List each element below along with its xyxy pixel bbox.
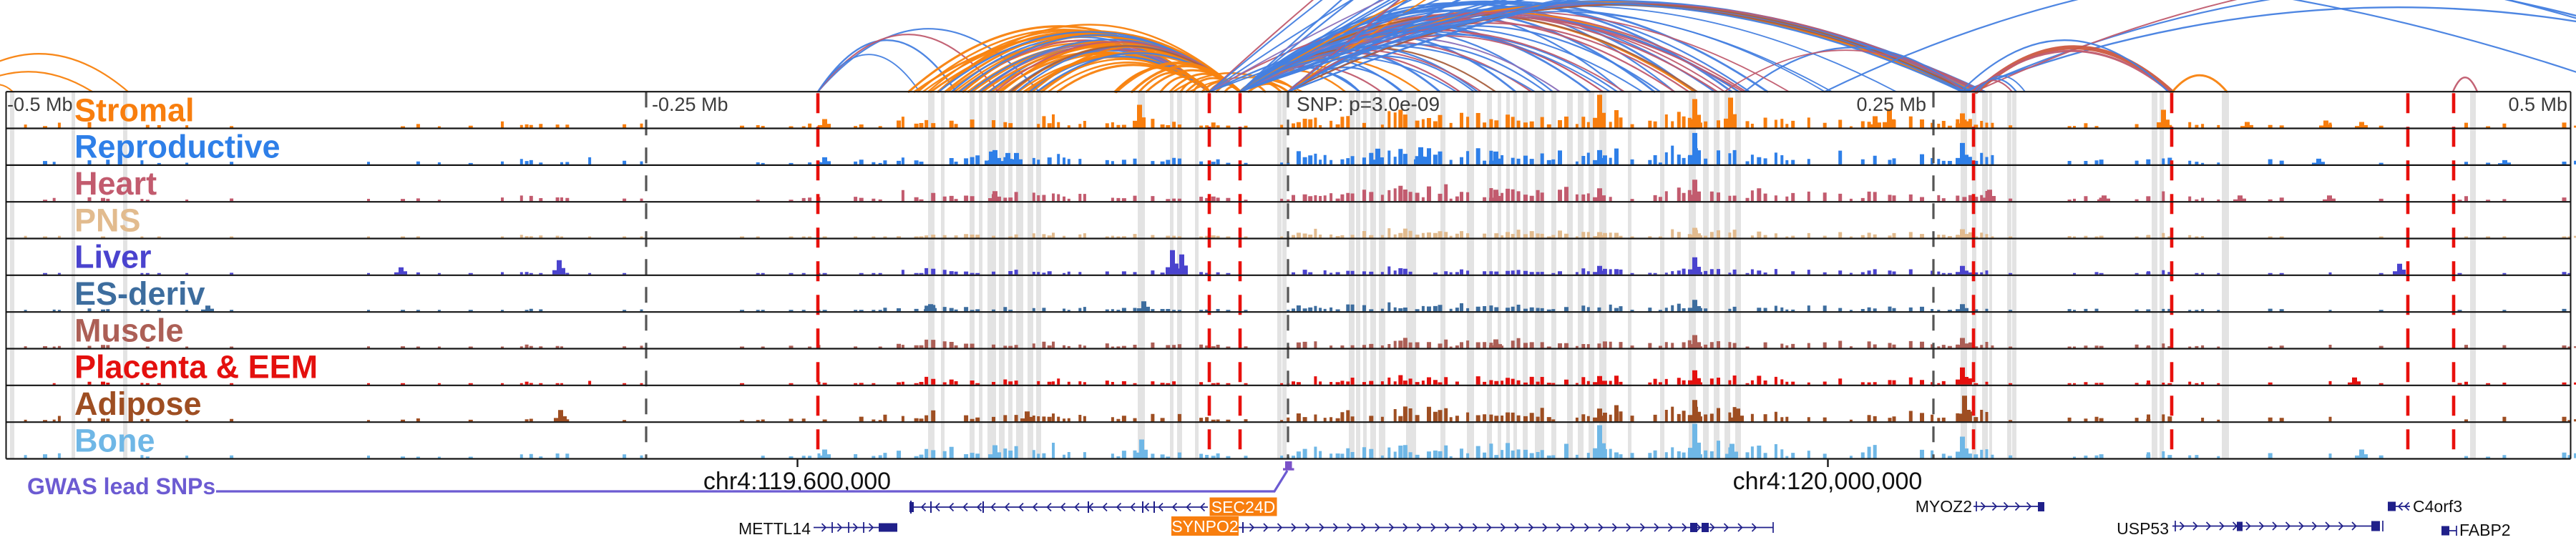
svg-text:Heart: Heart (74, 165, 157, 202)
svg-text:FABP2: FABP2 (2459, 521, 2511, 536)
svg-text:C4orf3: C4orf3 (2413, 497, 2462, 516)
svg-text:0.5 Mb: 0.5 Mb (2508, 94, 2567, 115)
svg-text:USP53: USP53 (2117, 519, 2169, 536)
svg-text:SEC24D: SEC24D (1211, 498, 1275, 516)
svg-text:0.25 Mb: 0.25 Mb (1856, 94, 1926, 115)
svg-text:PNS: PNS (74, 202, 141, 238)
svg-text:SNP: p=3.0e-09: SNP: p=3.0e-09 (1297, 93, 1440, 115)
svg-text:Placenta & EEM: Placenta & EEM (74, 349, 318, 386)
svg-text:-0.5 Mb: -0.5 Mb (7, 94, 73, 115)
svg-text:Reproductive: Reproductive (74, 129, 280, 165)
svg-text:chr4:120,000,000: chr4:120,000,000 (1733, 468, 1923, 495)
svg-text:Stromal: Stromal (74, 92, 195, 128)
svg-text:-0.25 Mb: -0.25 Mb (652, 94, 728, 115)
svg-text:Bone: Bone (74, 422, 155, 458)
svg-text:Liver: Liver (74, 239, 152, 275)
svg-text:METTL14: METTL14 (738, 519, 811, 536)
svg-text:GWAS lead SNPs: GWAS lead SNPs (27, 473, 215, 499)
svg-text:MYOZ2: MYOZ2 (1916, 497, 1972, 516)
svg-text:Muscle: Muscle (74, 312, 184, 348)
svg-text:ES-deriv: ES-deriv (74, 275, 205, 312)
svg-text:Adipose: Adipose (74, 386, 202, 422)
svg-text:SYNPO2: SYNPO2 (1171, 517, 1238, 536)
